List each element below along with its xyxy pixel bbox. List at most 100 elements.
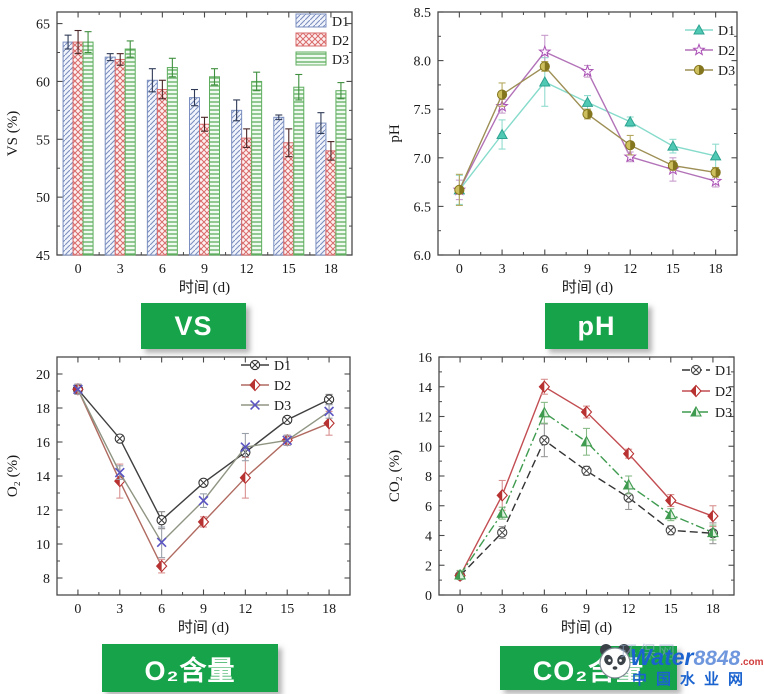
- x-axis: 0 3 6 9 12 15 18: [74, 357, 336, 617]
- y-tick-label: 12: [36, 504, 50, 519]
- y-axis-title: VS (%): [5, 111, 21, 156]
- y-tick-label: 8.5: [414, 6, 432, 21]
- watermark-brand-line: Water8848.com: [630, 644, 764, 671]
- y-tick-label: 12: [418, 411, 432, 426]
- y-tick-label: 65: [36, 18, 50, 33]
- y-tick-label: 18: [36, 402, 50, 417]
- y-tick-label: 10: [36, 538, 50, 553]
- y-axis: 8 10 12 14 16 18 20: [36, 356, 350, 596]
- x-tick-label: 12: [623, 262, 637, 277]
- co2-line-chart: 0 2 4 6 8 10 12 14 16 0 3 6 9 12 15 18 时间 (d) CO₂ (%) D1 D2…: [387, 351, 735, 636]
- x-tick-label: 3: [499, 262, 506, 277]
- y-tick-label: 8: [43, 572, 50, 587]
- y-axis-title: pH: [387, 124, 403, 143]
- x-tick-label: 12: [622, 602, 636, 617]
- x-tick-label: 18: [706, 602, 720, 617]
- y-tick-label: 6: [425, 500, 432, 515]
- x-tick-label: 6: [158, 602, 165, 617]
- chart-co2: 0 2 4 6 8 10 12 14 16 0 3 6 9 12 15 18 时间 (d) CO₂ (%) D1 D2…: [387, 351, 735, 636]
- y-tick-label: 7.0: [414, 152, 432, 167]
- y-tick-label: 10: [418, 440, 432, 455]
- error-bars-D3: [84, 31, 345, 101]
- x-tick-label: 0: [456, 262, 463, 277]
- x-tick-label: 15: [664, 602, 678, 617]
- x-tick-label: 12: [240, 262, 254, 277]
- y-tick-label: 6.5: [414, 200, 432, 215]
- y-tick-label: 6.0: [414, 249, 432, 264]
- line-series-D3: [454, 401, 719, 580]
- x-axis-title: 时间 (d): [178, 619, 229, 636]
- x-tick-label: 3: [116, 602, 123, 617]
- line-series-D3: [454, 61, 721, 206]
- plot-frame: [438, 356, 735, 596]
- x-tick-label: 0: [75, 262, 82, 277]
- plot-frame: [437, 11, 738, 256]
- watermark-site-name: 中国水业网: [632, 671, 753, 688]
- y-tick-label: 20: [36, 368, 50, 383]
- watermark-domain-suffix: .com: [740, 657, 764, 668]
- legend-label: D1: [715, 364, 732, 379]
- legend-label: D2: [274, 379, 291, 394]
- x-tick-label: 18: [324, 262, 338, 277]
- x-tick-label: 9: [584, 262, 591, 277]
- legend-label: D2: [715, 385, 732, 400]
- x-tick-label: 3: [499, 602, 506, 617]
- legend-label: D3: [715, 406, 732, 421]
- line-series-D1: [453, 57, 722, 206]
- y-tick-label: 60: [36, 75, 50, 90]
- legend-label: D2: [718, 44, 735, 59]
- x-tick-label: 12: [238, 602, 252, 617]
- y-tick-label: 4: [425, 530, 432, 545]
- legend-label: D1: [274, 359, 291, 374]
- x-tick-label: 0: [457, 602, 464, 617]
- legend: D1 D2 D3: [241, 359, 291, 414]
- legend-label: D2: [332, 34, 349, 49]
- y-tick-label: 45: [36, 249, 50, 264]
- chart-ph: 6.0 6.5 7.0 7.5 8.0 8.5 0 3 6 9 12 15 18 时间 (d) pH D1 D2…: [387, 6, 738, 296]
- y-tick-label: 2: [425, 559, 432, 574]
- x-tick-label: 9: [583, 602, 590, 617]
- y-axis: 45 50 55 60 65: [36, 18, 352, 264]
- x-axis: 0 3 6 9 12 15 18: [456, 12, 723, 277]
- legend-label: D3: [274, 399, 291, 414]
- plot-frame: [56, 356, 351, 596]
- section-label-o2: O₂含量: [102, 644, 278, 692]
- y-axis: 6.0 6.5 7.0 7.5 8.0 8.5: [414, 6, 737, 264]
- ph-line-chart: 6.0 6.5 7.0 7.5 8.0 8.5 0 3 6 9 12 15 18 时间 (d) pH D1 D2…: [387, 6, 738, 296]
- x-axis-title: 时间 (d): [561, 619, 612, 636]
- x-tick-label: 6: [541, 602, 548, 617]
- watermark: 环保网 Water8848.com 中国水业网: [592, 636, 764, 694]
- y-tick-label: 8.0: [414, 55, 432, 70]
- legend: D1 D2 D3: [682, 364, 732, 421]
- watermark-number: 8848: [693, 647, 741, 670]
- x-tick-label: 15: [280, 602, 294, 617]
- watermark-brand: Water: [630, 644, 694, 670]
- panda-logo-icon: [599, 644, 631, 679]
- y-tick-label: 55: [36, 133, 50, 148]
- legend-label: D3: [332, 53, 349, 68]
- x-tick-label: 18: [322, 602, 336, 617]
- legend-label: D1: [332, 15, 349, 30]
- line-series-D2: [454, 378, 719, 582]
- x-axis-title: 时间 (d): [562, 279, 613, 296]
- legend-label: D3: [718, 64, 735, 79]
- y-axis-title: CO₂ (%): [387, 450, 403, 502]
- y-tick-label: 8: [425, 470, 432, 485]
- x-tick-label: 9: [200, 602, 207, 617]
- y-tick-label: 14: [36, 470, 50, 485]
- vs-bar-chart: 45 50 55 60 65 0 3 6 9 12 15 18 时间 (d) VS (%) D1 D2 D3: [5, 11, 353, 296]
- x-tick-label: 3: [117, 262, 124, 277]
- y-tick-label: 0: [425, 589, 432, 604]
- x-axis-title: 时间 (d): [179, 279, 230, 296]
- error-bars-D2: [74, 29, 335, 161]
- watermark-faint-text: 环保网: [620, 643, 677, 663]
- section-label-vs: VS: [141, 303, 246, 349]
- line-series-D3: [72, 383, 335, 559]
- y-tick-label: 7.5: [414, 103, 432, 118]
- bar-series-D3: [82, 41, 347, 256]
- x-tick-label: 0: [74, 602, 81, 617]
- y-tick-label: 50: [36, 191, 50, 206]
